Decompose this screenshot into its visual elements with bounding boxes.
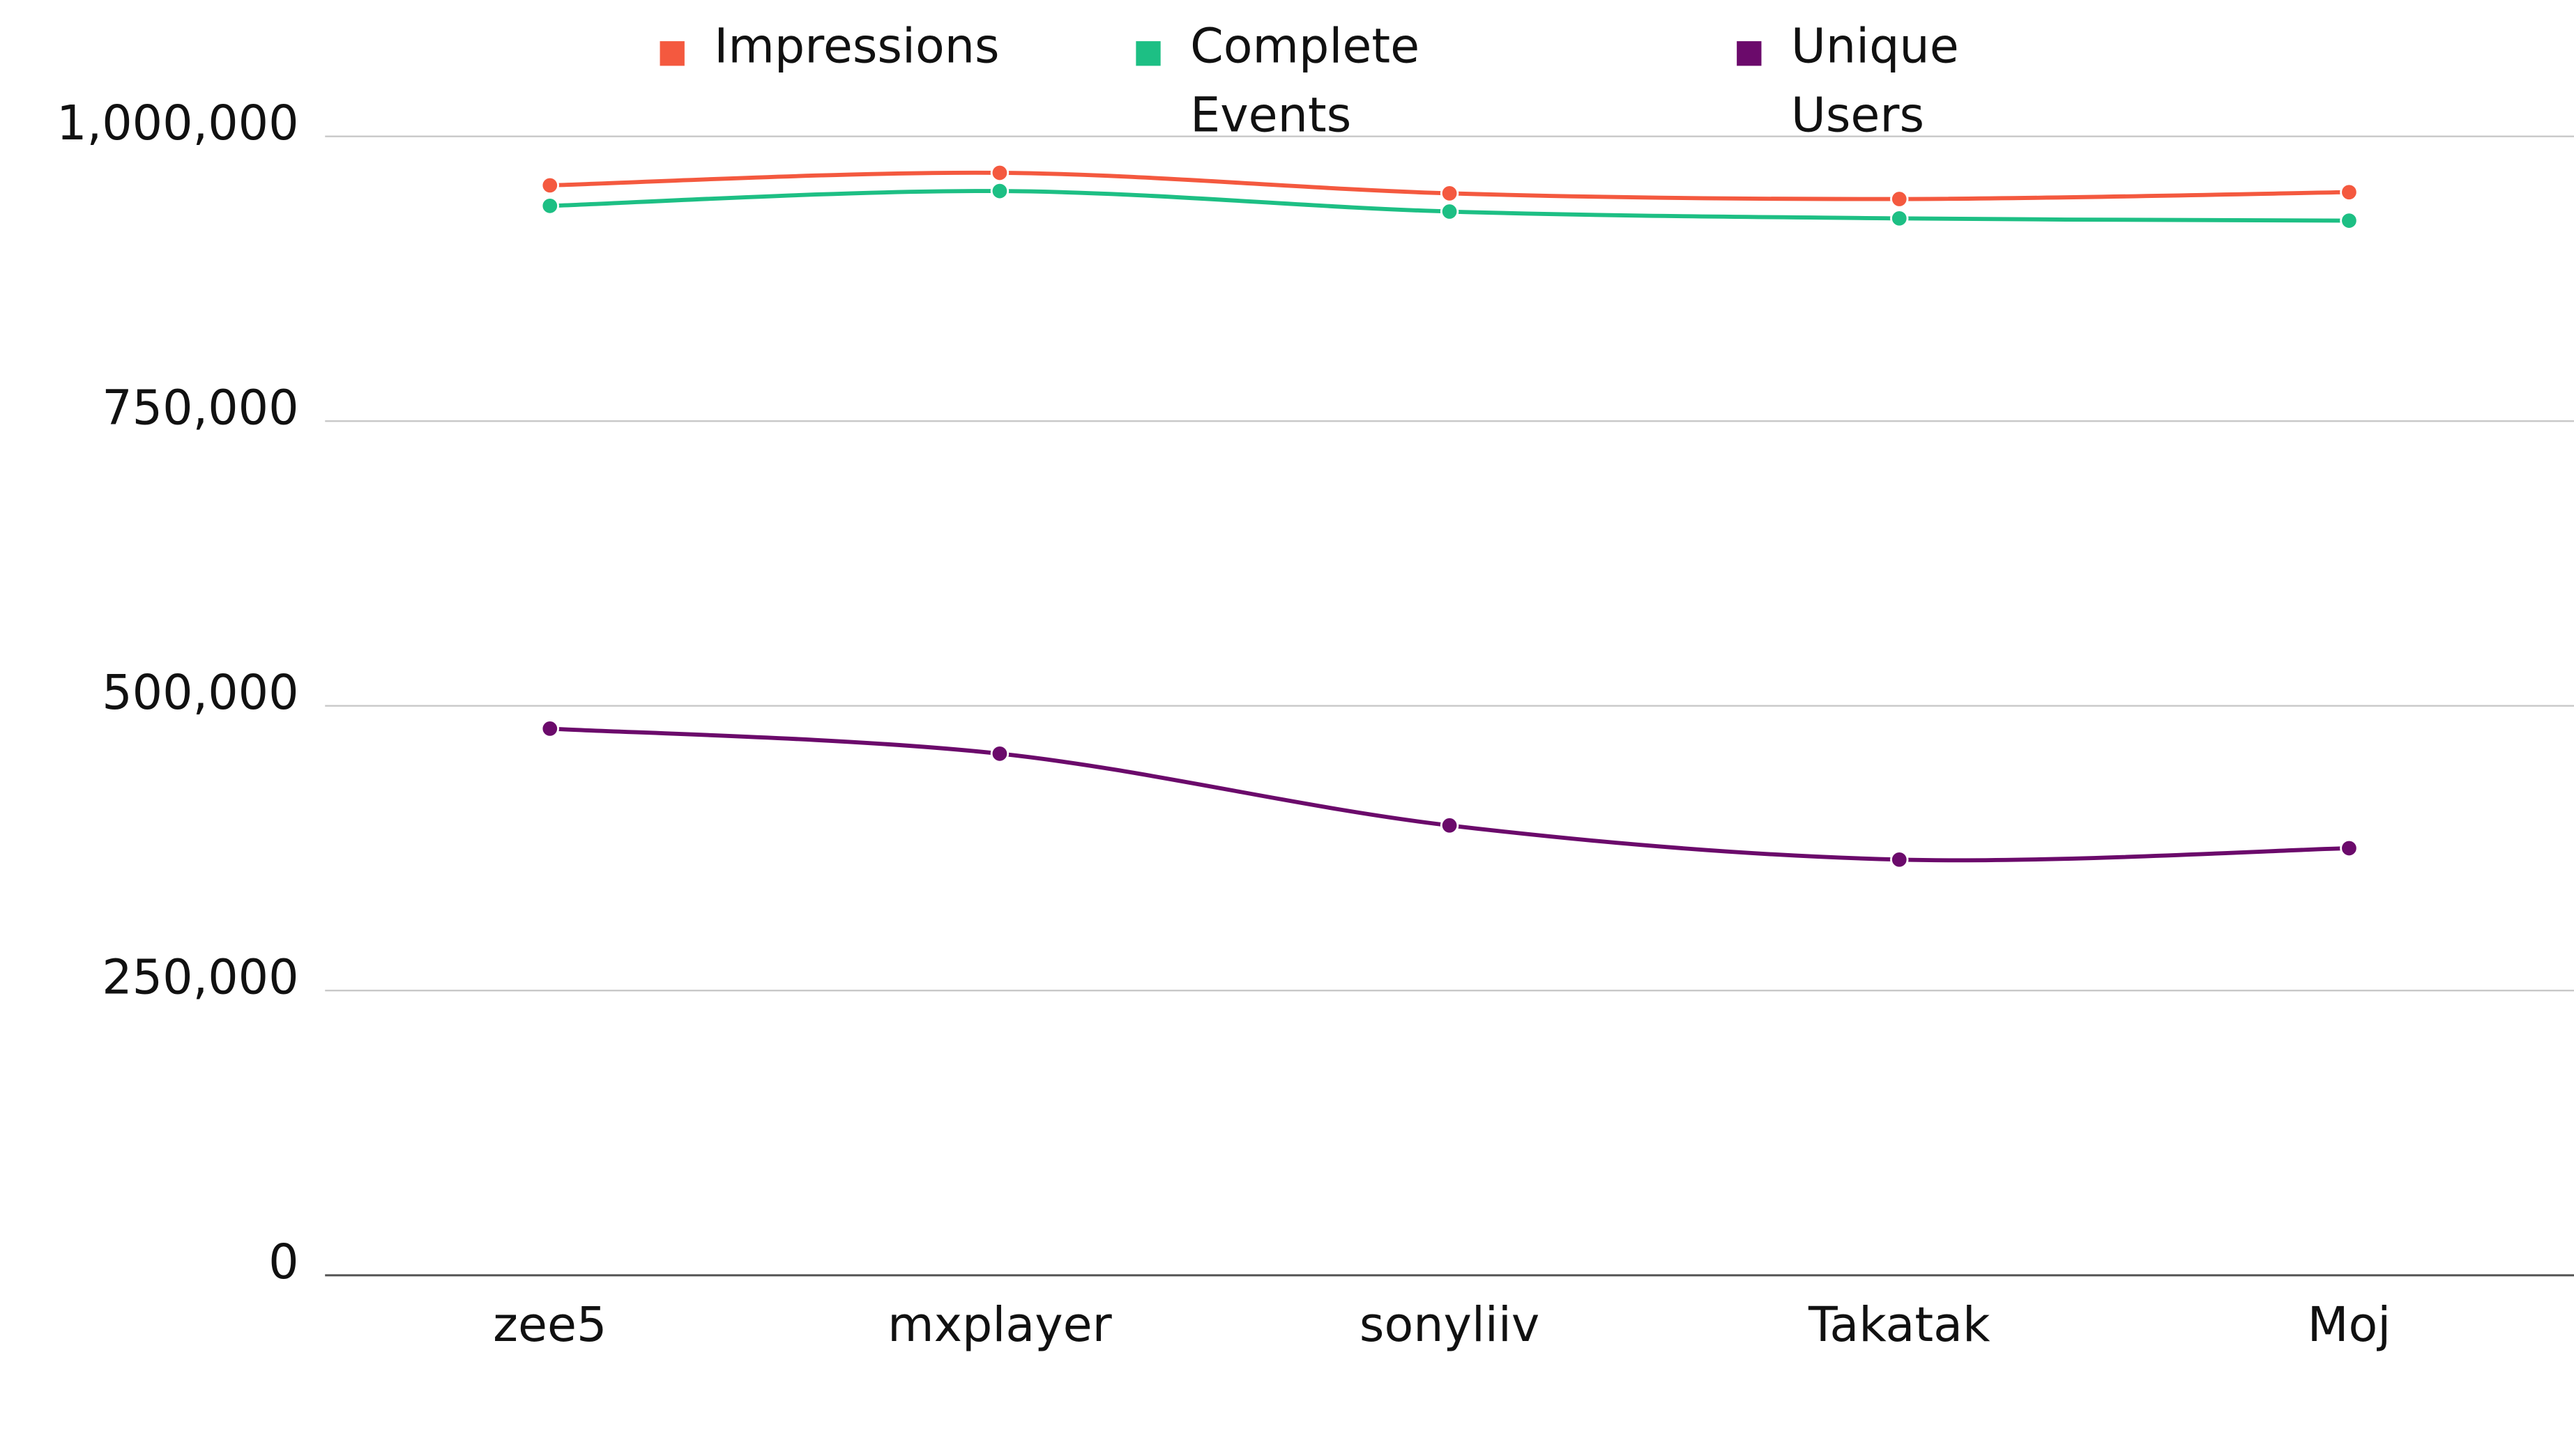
legend-label-box: Impressions <box>714 18 1000 75</box>
x-tick-label-box: zee5 <box>493 1296 607 1353</box>
x-tick-label: Moj <box>2307 1296 2391 1353</box>
y-tick-label: 0 <box>268 1235 298 1290</box>
legend-label: Unique Users <box>1790 18 1959 144</box>
legend-swatch <box>1737 41 1762 66</box>
data-point <box>1440 202 1459 221</box>
y-tick-label: 1,000,000 <box>56 96 298 151</box>
x-tick-label: sonyliiv <box>1359 1296 1540 1353</box>
data-point <box>1890 850 1909 869</box>
legend-swatch <box>1136 41 1161 66</box>
y-tick-label: 750,000 <box>102 381 298 436</box>
x-tick-label-box: sonyliiv <box>1359 1296 1540 1353</box>
x-tick-label: zee5 <box>493 1296 607 1353</box>
x-tick-label: Takatak <box>1808 1296 1990 1353</box>
legend-label: Complete Events <box>1190 18 1420 144</box>
data-point <box>990 181 1010 201</box>
data-point <box>540 719 559 738</box>
y-tick-label: 500,000 <box>102 666 298 721</box>
data-point <box>1890 209 1909 228</box>
data-point <box>1440 816 1459 835</box>
data-point <box>990 744 1010 763</box>
data-point <box>2340 838 2359 858</box>
data-point <box>2340 183 2359 201</box>
legend-label: Impressions <box>714 18 1000 75</box>
y-tick-label: 250,000 <box>102 951 298 1006</box>
data-point <box>2340 211 2359 230</box>
data-point <box>1440 184 1459 203</box>
x-tick-label-box: Takatak <box>1808 1296 1990 1353</box>
x-tick-label-box: Moj <box>2307 1296 2391 1353</box>
x-tick-label-box: mxplayer <box>888 1296 1112 1353</box>
data-point <box>540 176 559 195</box>
series-line <box>549 726 2350 863</box>
x-tick-label: mxplayer <box>888 1296 1112 1353</box>
legend-swatch <box>660 41 685 66</box>
legend-label-box: Complete Events <box>1190 18 1420 144</box>
data-point <box>990 163 1010 183</box>
data-point <box>540 197 559 215</box>
data-point <box>1890 190 1909 208</box>
legend-label-box: Unique Users <box>1790 18 1959 144</box>
